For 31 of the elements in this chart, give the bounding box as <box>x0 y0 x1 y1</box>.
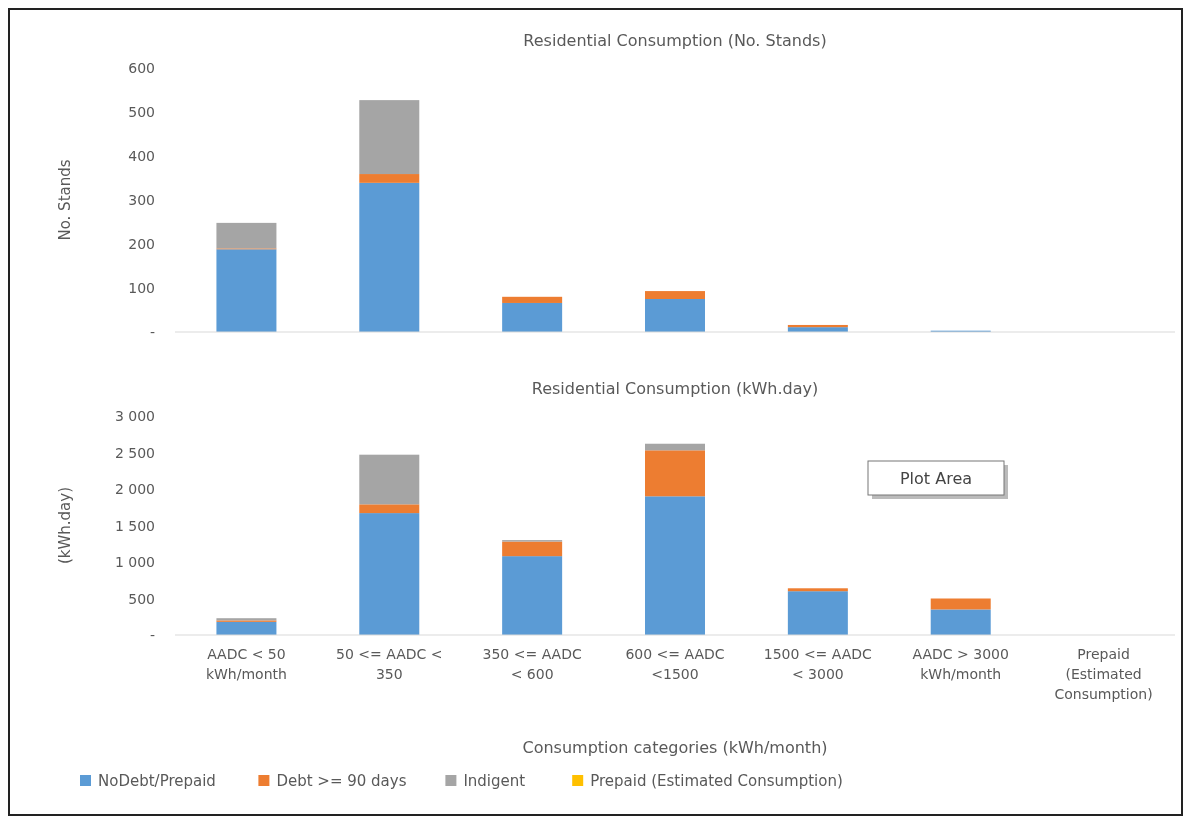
x-tick-label: Prepaid (Estimated Consumption) <box>1054 646 1153 702</box>
legend-label: Debt >= 90 days <box>276 772 407 790</box>
y-tick-label: 600 <box>128 60 155 76</box>
y-tick-label: - <box>149 324 155 340</box>
y-tick-label: 2 000 <box>114 481 155 497</box>
y-tick-label: 300 <box>128 192 155 208</box>
y-tick-label: 1 000 <box>114 554 155 570</box>
y-tick-label: 500 <box>128 590 155 607</box>
y-tick-label: 1 500 <box>114 517 155 534</box>
chart-title: Residential Consumption (No. Stands) <box>523 31 827 50</box>
x-tick-label: AADC < 50 kWh/month <box>205 646 287 682</box>
y-axis-title: (kWh.day) <box>56 486 74 565</box>
x-tick-label: 350 <= AADC < 600 <box>482 646 582 682</box>
x-tick-label: 50 <= AADC < 350 <box>336 646 443 682</box>
legend-label: NoDebt/Prepaid <box>98 772 216 790</box>
y-axis-title: No. Stands <box>56 159 74 241</box>
annotation: Plot Area <box>899 469 973 488</box>
y-tick-label: 500 <box>128 104 155 120</box>
x-axis-title: Consumption categories (kWh/month) <box>522 738 828 757</box>
y-tick-label: 2 500 <box>114 444 155 461</box>
y-tick-label: - <box>149 627 155 643</box>
chart-title: Residential Consumption (kWh.day) <box>531 379 819 398</box>
y-tick-label: 400 <box>128 148 155 164</box>
x-tick-label: AADC > 3000 kWh/month <box>912 646 1009 682</box>
y-tick-label: 3 000 <box>114 408 155 424</box>
legend-label: Indigent <box>463 772 526 790</box>
legend-label: Prepaid (Estimated Consumption) <box>590 772 843 790</box>
y-tick-label: 200 <box>128 236 155 252</box>
x-tick-label: 1500 <= AADC < 3000 <box>763 646 873 682</box>
x-tick-label: 600 <= AADC <1500 <box>625 646 725 682</box>
y-tick-label: 100 <box>128 280 155 296</box>
